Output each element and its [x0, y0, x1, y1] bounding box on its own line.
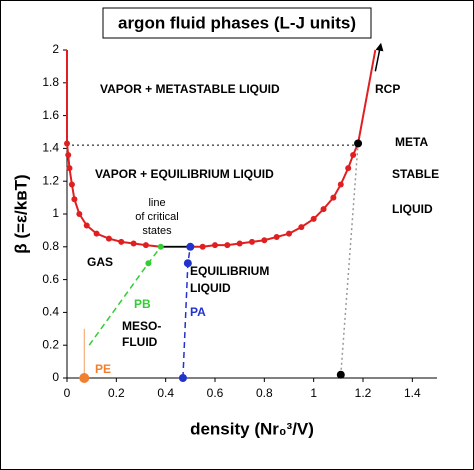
y-tick-label: 0.6 — [42, 272, 59, 286]
chart-title: argon fluid phases (L-J units) — [118, 13, 356, 32]
point — [199, 243, 206, 250]
y-tick-label: 1 — [52, 206, 59, 220]
annotation: PB — [134, 297, 151, 311]
y-tick-label: 1.4 — [42, 141, 59, 155]
y-tick-label: 0 — [52, 370, 59, 384]
x-tick-label: 0.8 — [256, 386, 273, 400]
point — [66, 165, 73, 172]
annotation: PA — [190, 305, 206, 319]
annotation: RCP — [375, 82, 400, 96]
point — [336, 370, 345, 379]
annotation: GAS — [87, 255, 113, 269]
title-box — [102, 7, 372, 39]
x-tick-label: 1 — [310, 386, 317, 400]
point — [178, 374, 187, 382]
point — [286, 230, 292, 237]
point — [320, 206, 327, 213]
point — [65, 151, 72, 158]
annotation: META — [395, 135, 428, 149]
x-tick-label: 0.6 — [207, 386, 224, 400]
point — [145, 260, 152, 267]
point — [64, 140, 70, 147]
point — [130, 240, 137, 247]
x-tick-label: 0.2 — [108, 386, 125, 400]
x-tick-label: 1.4 — [404, 386, 421, 400]
annotation: FLUID — [122, 335, 158, 349]
point — [354, 139, 363, 148]
line — [340, 143, 359, 375]
annotation: LIQUID — [190, 281, 231, 295]
annotation: MESO- — [122, 319, 161, 333]
point — [330, 194, 337, 201]
line — [374, 42, 384, 72]
point — [298, 224, 305, 231]
point — [83, 222, 90, 229]
annotation: VAPOR + EQUILIBRIUM LIQUID — [95, 167, 274, 181]
annotation: of critical — [135, 211, 178, 223]
x-tick-label: 0.4 — [157, 386, 174, 400]
point — [71, 196, 78, 203]
annotation: LIQUID — [392, 202, 433, 216]
point — [350, 151, 357, 158]
point — [261, 237, 268, 244]
point — [142, 242, 149, 249]
point — [157, 243, 164, 250]
point — [68, 181, 75, 188]
annotation: states — [142, 225, 172, 237]
point — [212, 242, 218, 249]
y-tick-label: 0.4 — [42, 305, 59, 319]
point — [76, 211, 83, 217]
point — [236, 240, 243, 247]
y-tick-label: 1.8 — [42, 75, 59, 89]
point — [224, 242, 231, 249]
point — [345, 165, 352, 172]
annotation: line — [148, 197, 165, 209]
y-tick-label: 1.2 — [42, 173, 59, 187]
x-tick-label: 1.2 — [355, 386, 372, 400]
point — [79, 373, 90, 383]
annotation: PE — [95, 362, 111, 376]
y-tick-label: 0.2 — [42, 337, 59, 351]
y-tick-label: 2 — [52, 42, 59, 56]
annotation: STABLE — [392, 167, 439, 181]
x-axis-title: density (Nr₀³/V) — [190, 419, 314, 438]
point — [273, 233, 280, 240]
y-axis-title: β (=ε/kʙT) — [11, 174, 30, 253]
annotation: EQUILIBRIUM — [190, 264, 269, 278]
y-tick-label: 1.6 — [42, 108, 59, 122]
point — [337, 181, 344, 188]
annotation: VAPOR + METASTABLE LIQUID — [100, 82, 280, 96]
point — [183, 259, 192, 268]
point — [118, 238, 125, 245]
x-tick-label: 0 — [64, 386, 71, 400]
point — [93, 230, 100, 237]
point — [249, 238, 255, 245]
point — [105, 235, 112, 242]
point — [186, 242, 195, 251]
y-tick-label: 0.8 — [42, 239, 59, 253]
point — [310, 215, 317, 222]
